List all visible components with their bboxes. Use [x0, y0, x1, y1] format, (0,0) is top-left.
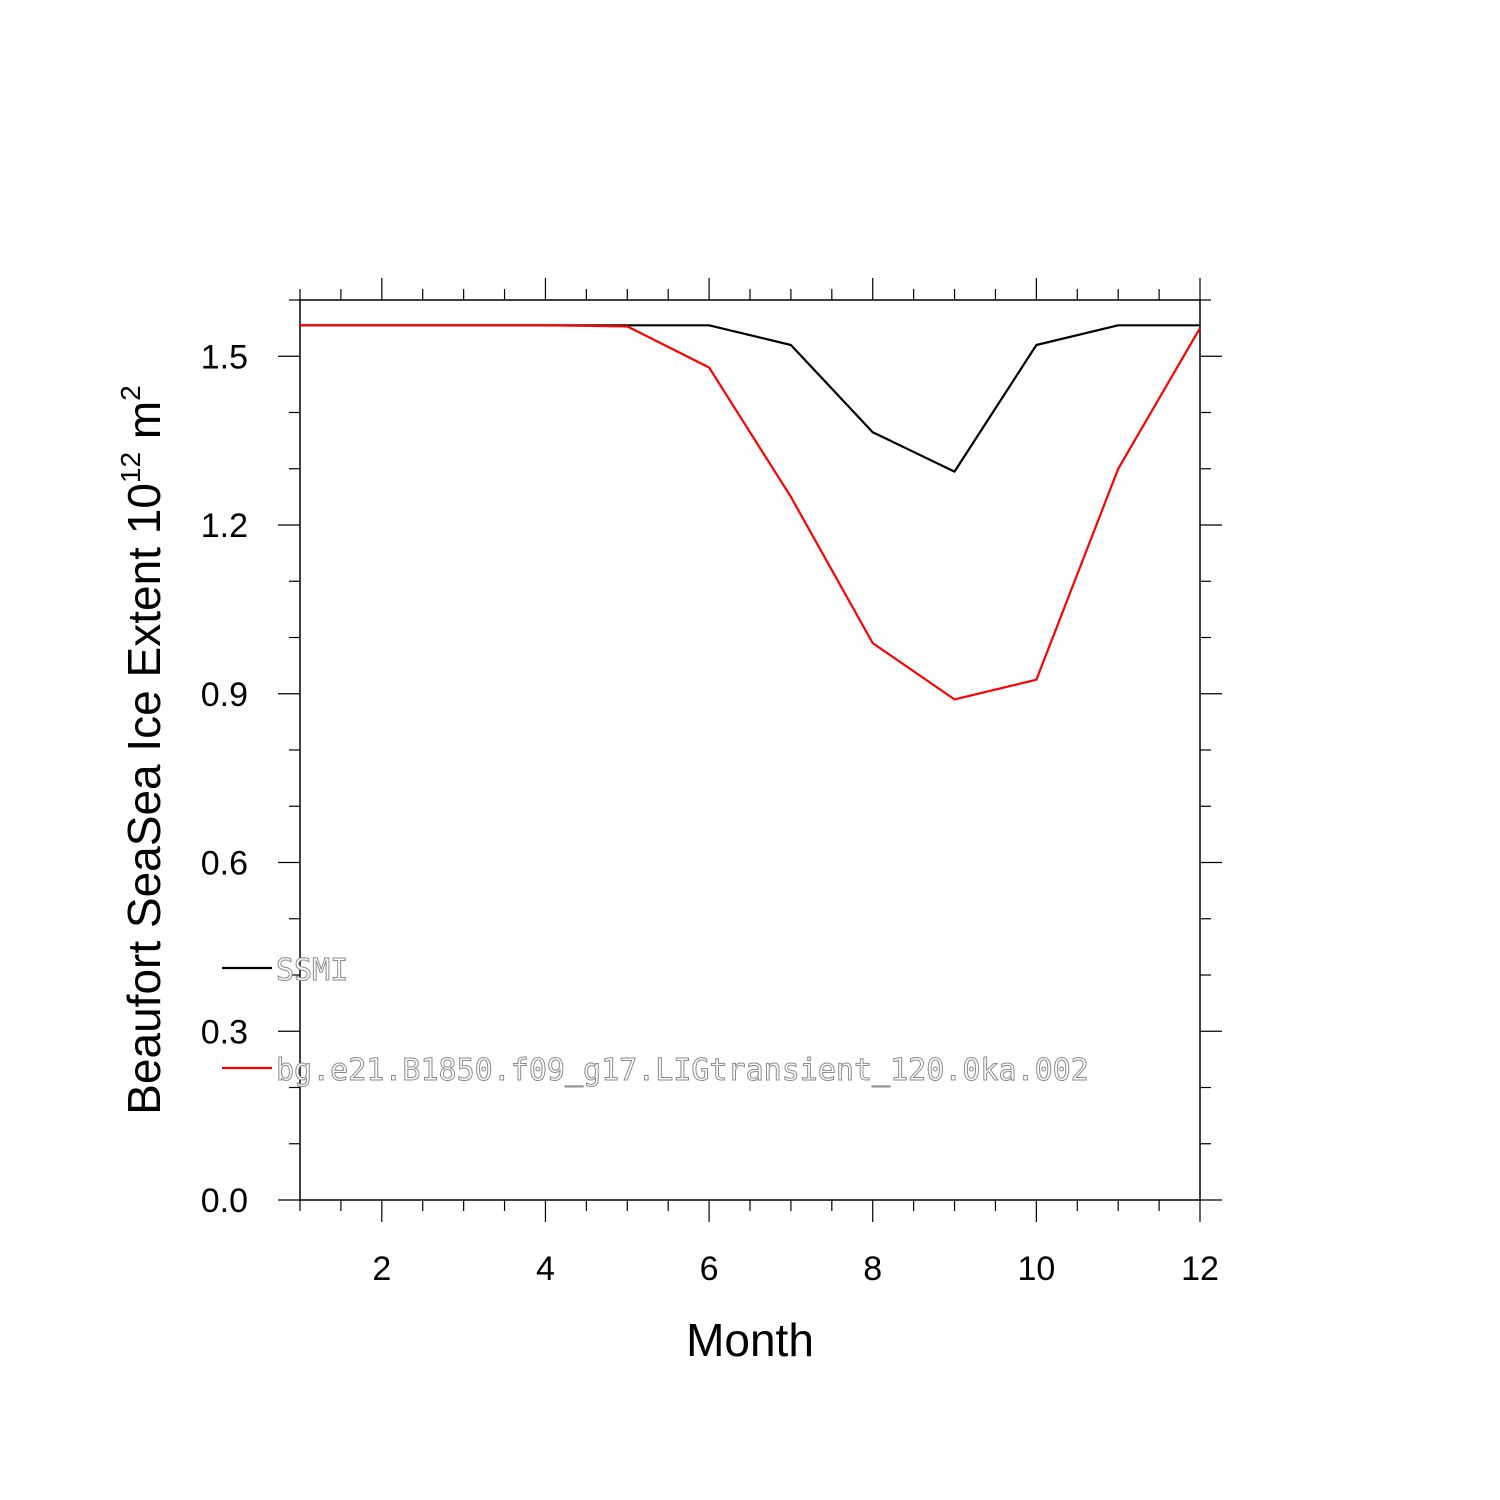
- y-axis-title-prefix: Beaufort SeaSea Ice Extent 10: [118, 483, 170, 1115]
- x-tick-label: 4: [536, 1250, 555, 1288]
- legend: SSMI bg.e21.B1850.f09_g17.LIGtransient_12…: [222, 953, 1089, 1089]
- x-tick-label: 12: [1181, 1250, 1219, 1288]
- x-tick-label: 2: [372, 1250, 391, 1288]
- legend-label-2: bg.e21.B1850.f09_g17.LIGtransient_120.0k…: [276, 1053, 1089, 1088]
- legend-label-1: SSMI: [276, 953, 348, 988]
- y-tick-label: 0.3: [201, 1013, 248, 1051]
- y-tick-label: 1.5: [201, 338, 248, 376]
- x-axis-title: Month: [686, 1314, 814, 1366]
- series-line-1: [300, 324, 1200, 473]
- y-tick-label: 0.0: [201, 1182, 248, 1220]
- series-line-2: [300, 324, 1201, 701]
- y-axis-title-exponent: 12: [115, 452, 146, 483]
- y-tick-label: 1.2: [201, 507, 248, 545]
- y-axis-title-unit-exponent: 2: [115, 385, 146, 401]
- x-tick-label: 8: [863, 1250, 882, 1288]
- y-axis-title: Beaufort SeaSea Ice Extent 1012 m2: [115, 385, 170, 1115]
- y-tick-label: 0.9: [201, 676, 248, 714]
- y-axis-title-unit: m: [118, 401, 170, 452]
- x-tick-labels: 2 4 6 8 10 12: [372, 1250, 1219, 1288]
- y-tick-labels: 0.0 0.3 0.6 0.9 1.2 1.5: [201, 338, 248, 1220]
- series-lines: [300, 324, 1201, 701]
- x-tick-label: 6: [700, 1250, 719, 1288]
- y-tick-label: 0.6: [201, 845, 248, 883]
- tick-marks: [278, 278, 1222, 1222]
- x-tick-label: 10: [1017, 1250, 1055, 1288]
